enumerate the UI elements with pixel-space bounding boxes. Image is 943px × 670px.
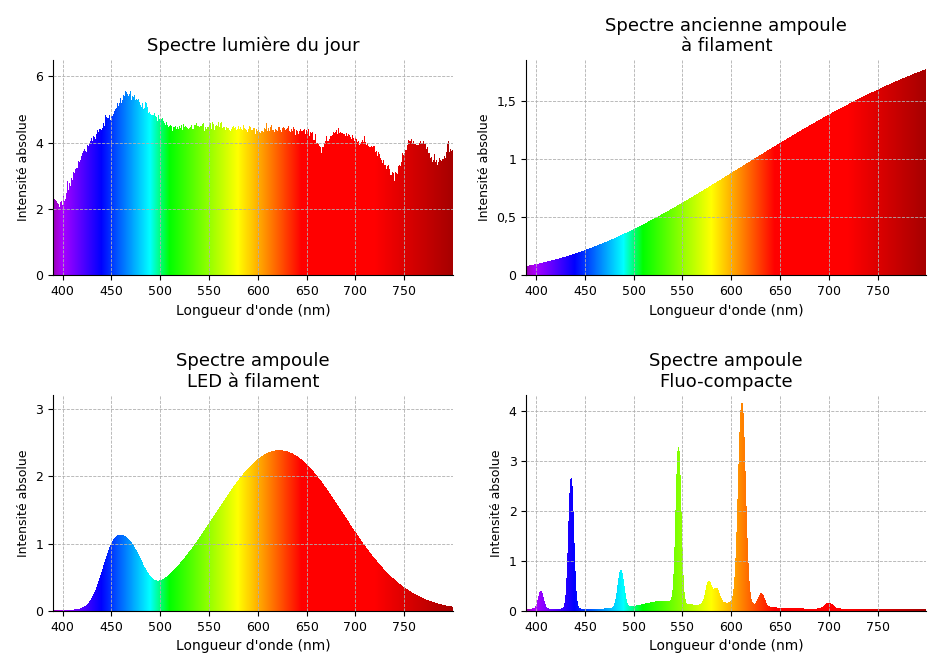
X-axis label: Longueur d'onde (nm): Longueur d'onde (nm): [175, 304, 330, 318]
Title: Spectre ampoule
LED à filament: Spectre ampoule LED à filament: [176, 352, 330, 391]
X-axis label: Longueur d'onde (nm): Longueur d'onde (nm): [649, 639, 803, 653]
X-axis label: Longueur d'onde (nm): Longueur d'onde (nm): [649, 304, 803, 318]
Y-axis label: Intensité absolue: Intensité absolue: [490, 450, 503, 557]
Title: Spectre lumière du jour: Spectre lumière du jour: [147, 37, 359, 56]
Title: Spectre ancienne ampoule
à filament: Spectre ancienne ampoule à filament: [605, 17, 847, 56]
Y-axis label: Intensité absolue: Intensité absolue: [478, 114, 491, 221]
Title: Spectre ampoule
Fluo-compacte: Spectre ampoule Fluo-compacte: [650, 352, 803, 391]
X-axis label: Longueur d'onde (nm): Longueur d'onde (nm): [175, 639, 330, 653]
Y-axis label: Intensité absolue: Intensité absolue: [17, 114, 29, 221]
Y-axis label: Intensité absolue: Intensité absolue: [17, 450, 29, 557]
